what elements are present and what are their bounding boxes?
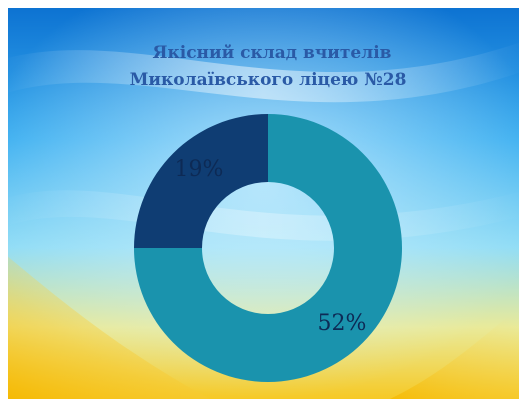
chart-subtitle: Миколаївського ліцею №28: [130, 70, 407, 90]
chart-title: Якісний склад вчителів: [152, 43, 391, 63]
donut-slice-1: [134, 114, 268, 248]
slice-label-1: 19%: [175, 157, 224, 182]
donut-slice-2: [134, 114, 402, 382]
donut-labels: 19% 52%: [175, 157, 367, 336]
donut-slices: [134, 114, 402, 382]
slice-label-2: 52%: [318, 311, 367, 336]
